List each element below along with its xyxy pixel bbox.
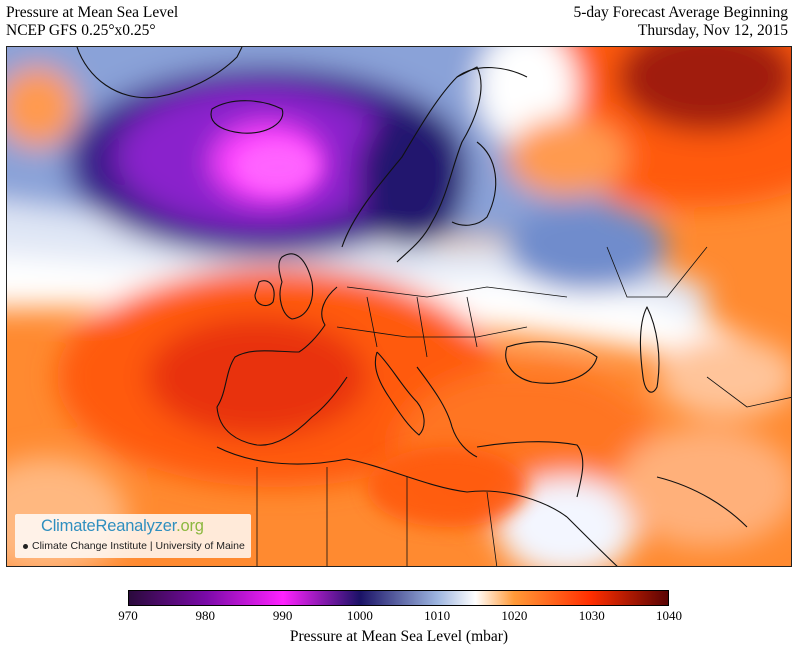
colorbar-title: Pressure at Mean Sea Level (mbar) <box>289 628 509 645</box>
colorbar-gradient <box>129 591 668 605</box>
coastlines <box>76 47 791 566</box>
colorbar-tick-label: 980 <box>195 608 216 623</box>
brand-domain: .org <box>176 517 204 535</box>
brand-subtitle: Climate Change Institute | University of… <box>32 540 245 552</box>
colorbar-tick-label: 1020 <box>501 608 528 623</box>
colorbar-tick-label: 970 <box>118 608 138 623</box>
colorbar <box>128 590 669 606</box>
model-resolution-label: NCEP GFS 0.25°x0.25° <box>6 22 156 39</box>
colorbar-ticks: 970 980 990 1000 1010 1020 1030 1040 <box>118 608 682 624</box>
pressure-field-image <box>7 47 791 566</box>
forecast-date: Thursday, Nov 12, 2015 <box>637 22 788 39</box>
pressure-map: ClimateReanalyzer.org Climate Change Ins… <box>6 46 792 567</box>
map-title: Pressure at Mean Sea Level <box>6 4 179 21</box>
climate-reanalyzer-logo: ClimateReanalyzer.org Climate Change Ins… <box>15 514 251 558</box>
colorbar-tick-label: 1030 <box>578 608 605 623</box>
forecast-description: 5-day Forecast Average Beginning <box>573 4 789 21</box>
colorbar-tick-label: 1040 <box>656 608 682 623</box>
institute-dot-icon <box>23 543 28 549</box>
colorbar-tick-label: 990 <box>272 608 293 623</box>
colorbar-tick-label: 1010 <box>424 608 451 623</box>
brand-name: ClimateReanalyzer <box>41 517 177 535</box>
colorbar-tick-label: 1000 <box>346 608 373 623</box>
